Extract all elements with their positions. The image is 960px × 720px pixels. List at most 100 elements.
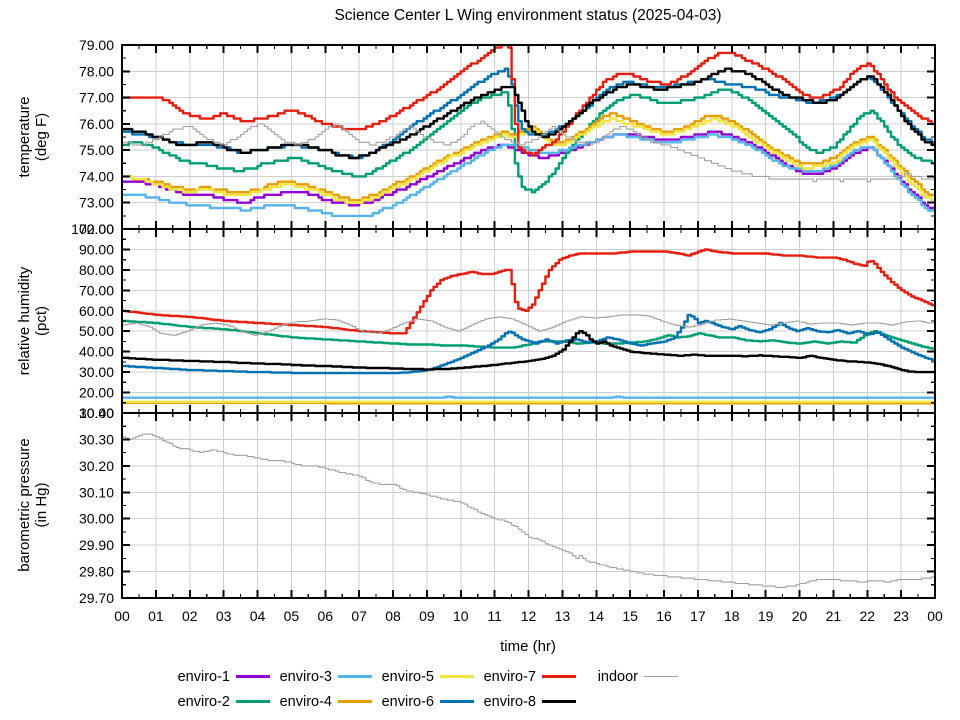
series-indoor	[122, 314, 935, 336]
y-axis-title-humidity: relative humidity	[16, 266, 33, 375]
legend-item-enviro-8: enviro-8	[474, 694, 576, 710]
y-tick-label: 73.00	[79, 195, 114, 211]
x-tick-label: 01	[148, 608, 164, 624]
x-tick-label: 04	[250, 608, 266, 624]
generated-plot-content: 72.00 73.00 74.00 75.00 76.00 77.00 78.00 79.00…	[71, 37, 943, 624]
legend-label: enviro-3	[279, 668, 332, 685]
y-tick-label: 29.70	[79, 590, 114, 606]
y-tick-label: 100.00	[71, 221, 114, 237]
gridlines	[122, 45, 935, 229]
series-indoor	[122, 120, 935, 183]
y-tick-label: 75.00	[79, 142, 114, 158]
x-tick-label: 09	[419, 608, 435, 624]
x-tick-label: 08	[385, 608, 401, 624]
panel-barometric-pressure: 29.70 29.80 29.90 30.00 30.10 30.20 30.30 30.40	[79, 405, 936, 606]
legend-label: enviro-4	[279, 693, 332, 710]
series-enviro-8	[122, 330, 935, 374]
legend-item-enviro-4: enviro-4	[270, 694, 372, 710]
gridlines	[122, 413, 935, 598]
legend-swatch	[440, 700, 474, 703]
legend-swatch	[644, 676, 678, 677]
y-tick-label: 77.00	[79, 90, 114, 106]
series-indoor	[122, 433, 935, 588]
legend-item-enviro-6: enviro-6	[372, 694, 474, 710]
y-axis-title-temperature-units: (deg F)	[33, 113, 50, 161]
x-tick-label: 21	[826, 608, 842, 624]
x-tick-label: 07	[351, 608, 367, 624]
series-enviro-2	[122, 319, 935, 350]
y-tick-label: 30.00	[79, 511, 114, 527]
y-tick-label: 60.00	[79, 303, 114, 319]
x-tick-label: 03	[216, 608, 232, 624]
legend-item-enviro-1: enviro-1	[168, 669, 270, 685]
y-tick-label: 76.00	[79, 116, 114, 132]
y-axis-title-temperature: temperature	[16, 97, 33, 178]
chart-legend: enviro-1 enviro-3 enviro-5 enviro-7 indoor en…	[0, 664, 960, 714]
x-tick-label: 20	[792, 608, 808, 624]
series-group	[122, 433, 935, 588]
x-tick-label: 11	[487, 608, 502, 624]
series-enviro-2	[122, 88, 935, 194]
y-tick-label: 20.00	[79, 385, 114, 401]
legend-swatch	[542, 700, 576, 703]
y-tick-label: 90.00	[79, 241, 114, 257]
legend-row: enviro-1 enviro-3 enviro-5 enviro-7 indoor	[168, 664, 960, 689]
x-tick-label: 12	[521, 608, 537, 624]
x-tick-label: 17	[690, 608, 706, 624]
y-tick-label: 70.00	[79, 282, 114, 298]
series-enviro-6	[122, 313, 935, 375]
x-tick-label: 14	[588, 608, 604, 624]
series-enviro-8	[122, 67, 935, 160]
legend-label: enviro-5	[381, 668, 434, 685]
legend-swatch	[338, 675, 372, 678]
x-tick-label: 18	[724, 608, 740, 624]
y-tick-label: 40.00	[79, 344, 114, 360]
legend-label: enviro-8	[483, 693, 536, 710]
x-tick-label: 16	[656, 608, 672, 624]
x-tick-label: 19	[758, 608, 774, 624]
legend-swatch	[542, 675, 576, 678]
series-group	[122, 248, 935, 405]
y-tick-label: 78.00	[79, 63, 114, 79]
legend-item-enviro-2: enviro-2	[168, 694, 270, 710]
y-tick-label: 50.00	[79, 323, 114, 339]
y-tick-label: 80.00	[79, 262, 114, 278]
legend-swatch	[440, 675, 474, 678]
series-enviro-5	[122, 117, 935, 204]
legend-item-enviro-3: enviro-3	[270, 669, 372, 685]
legend-label: enviro-2	[177, 693, 230, 710]
x-tick-label: 23	[893, 608, 909, 624]
legend-item-enviro-7: enviro-7	[474, 669, 576, 685]
y-tick-label: 10.00	[79, 405, 114, 421]
legend-label: enviro-6	[381, 693, 434, 710]
x-tick-label: 00	[927, 608, 943, 624]
series-enviro-7	[122, 248, 935, 335]
y-tick-label: 72.00	[79, 221, 114, 237]
y-axis-title-pressure: barometric pressure	[16, 438, 33, 571]
y-tick-label: 29.80	[79, 564, 114, 580]
y-tick-label: 30.00	[79, 364, 114, 380]
legend-label: indoor	[597, 668, 638, 685]
series-enviro-4	[122, 112, 935, 202]
legend-swatch	[236, 675, 270, 678]
chart-title: Science Center L Wing environment status…	[334, 7, 721, 24]
x-tick-label: 06	[317, 608, 333, 624]
y-tick-label: 79.00	[79, 37, 114, 53]
x-tick-label: 22	[859, 608, 875, 624]
x-tick-label: 10	[453, 608, 469, 624]
y-tick-label: 30.10	[79, 484, 114, 500]
x-tick-label: 13	[555, 608, 571, 624]
legend-swatch	[236, 700, 270, 703]
x-tick-label: 15	[622, 608, 638, 624]
x-axis-title: time (hr)	[500, 638, 556, 655]
legend-item-enviro-5: enviro-5	[372, 669, 474, 685]
x-tick-label: 00	[114, 608, 130, 624]
x-tick-label: 02	[182, 608, 198, 624]
series-enviro-3	[122, 395, 935, 399]
y-axis-title-pressure-units: (in Hg)	[33, 482, 50, 527]
legend-swatch	[338, 700, 372, 703]
legend-row: enviro-2 enviro-4 enviro-6 enviro-8	[168, 689, 960, 714]
legend-label: enviro-7	[483, 668, 536, 685]
legend-label: enviro-1	[177, 668, 230, 685]
